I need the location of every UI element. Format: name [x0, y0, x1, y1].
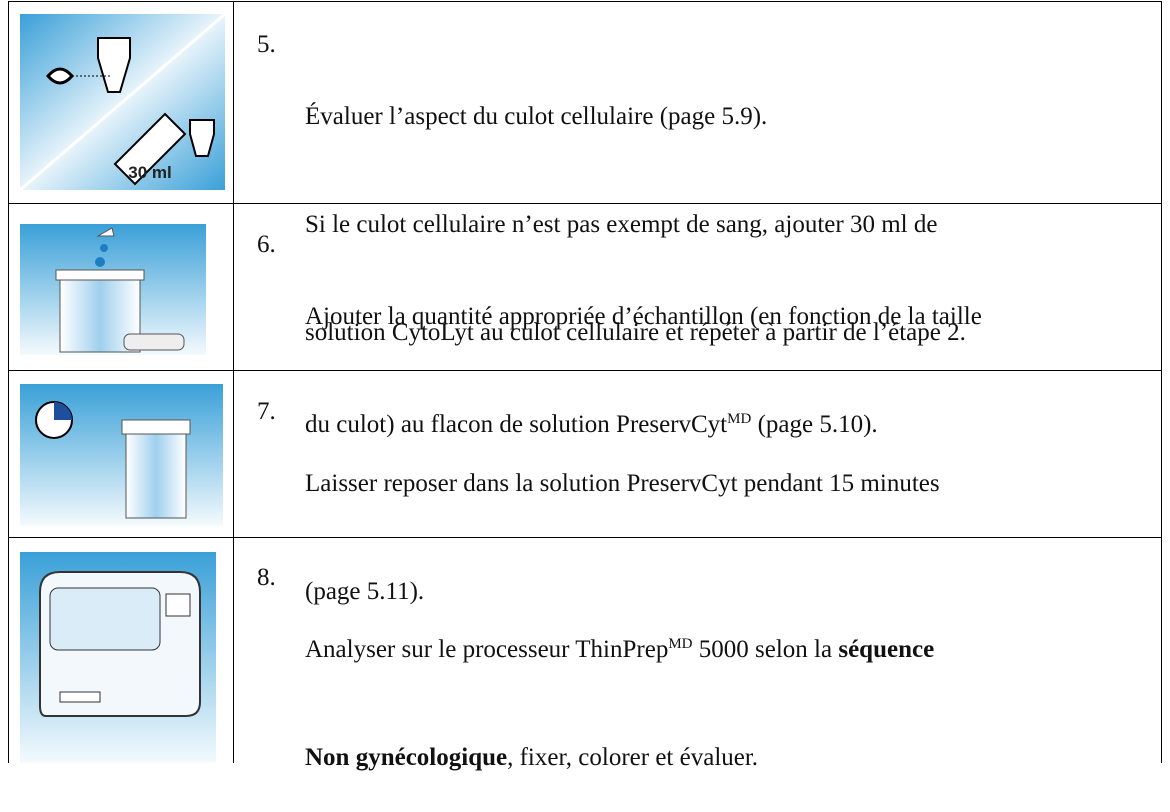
bold-text: séquence: [838, 636, 935, 663]
page: {"table": {"rows": [ {"number": "5.", "l…: [8, 1, 1162, 771]
text: Ajouter la quantité appropriée d’échanti…: [305, 303, 982, 330]
step-number: 6.: [257, 231, 276, 258]
step-text: Évaluer l’aspect du culot cellulaire (pa…: [305, 27, 966, 387]
text: (page 5.10).: [751, 411, 878, 438]
text: du culot) au flacon de solution PreservC…: [305, 411, 728, 438]
superscript: MD: [727, 411, 752, 427]
step-number: 8.: [257, 564, 276, 591]
text: (page 5.11).: [305, 578, 425, 605]
text: Laisser reposer dans la solution Preserv…: [305, 470, 940, 497]
column-border: [8, 1, 9, 763]
text: 5000 selon la: [692, 636, 839, 663]
text: solution CytoLyt au culot cellulaire et …: [305, 319, 966, 346]
row-border: [8, 203, 1162, 204]
column-border: [1161, 1, 1162, 763]
superscript: MD: [668, 636, 693, 652]
step-number: 5.: [257, 31, 276, 58]
illustration-label: 30 ml: [128, 163, 171, 182]
text: Si le culot cellulaire n’est pas exempt …: [305, 211, 938, 238]
text: , fixer, colorer et évaluer.: [507, 744, 759, 771]
bold-text: Non gynécologique: [305, 744, 508, 771]
row-border: [8, 1, 1162, 2]
step-illustration: [20, 384, 223, 526]
step-illustration: [20, 224, 206, 355]
row-border: [8, 537, 1162, 538]
step-number: 7.: [257, 398, 276, 425]
step-illustration: [20, 552, 216, 763]
row-border: [8, 370, 1162, 371]
text: Évaluer l’aspect du culot cellulaire (pa…: [305, 103, 768, 130]
step-text: Analyser sur le processeur ThinPrepMD 50…: [305, 560, 934, 812]
column-border: [233, 1, 234, 763]
text: Analyser sur le processeur ThinPrep: [305, 636, 669, 663]
step-text: Ajouter la quantité appropriée d’échanti…: [305, 227, 982, 479]
document: 30 ml 5. Évaluer l’aspect du culot cellu…: [8, 1, 1162, 771]
step-text: Laisser reposer dans la solution Preserv…: [305, 394, 940, 646]
step-illustration: 30 ml: [20, 14, 225, 190]
